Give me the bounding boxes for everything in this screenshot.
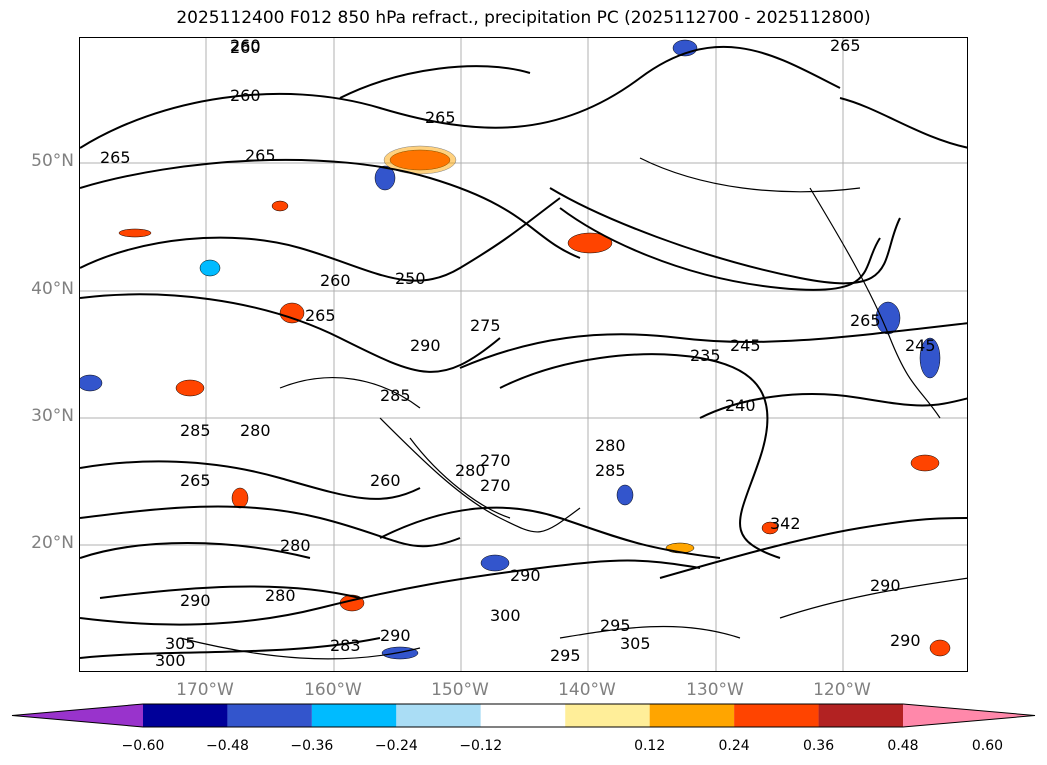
colorbar-tick-label: −0.48 — [205, 738, 249, 754]
lat-label-20n: 20°N — [31, 533, 74, 553]
lat-label-30n: 30°N — [31, 406, 74, 426]
contour-label: 265 — [830, 37, 861, 55]
contour-label: 290 — [890, 631, 921, 650]
colorbar-cell — [311, 704, 397, 727]
colorbar-cell — [227, 704, 312, 727]
contour-label: 265 — [245, 146, 276, 165]
contour-thin — [179, 157, 967, 660]
contour-label: 265 — [100, 148, 131, 167]
contour-label: 265 — [850, 311, 881, 330]
precip-shading — [80, 39, 951, 660]
colorbar-cell — [396, 704, 481, 727]
colorbar-tick-label: −0.24 — [374, 738, 418, 754]
contour-label: 235 — [690, 346, 721, 365]
colorbar — [11, 703, 1036, 728]
lat-label-50n: 50°N — [31, 151, 74, 171]
contour-label: 290 — [180, 591, 211, 610]
colorbar-cell — [565, 704, 650, 727]
colorbar-cells — [11, 703, 1036, 728]
colorbar-cell — [734, 704, 819, 727]
contour-label: 260 — [370, 471, 401, 490]
lon-label-130w: 130°W — [686, 680, 744, 700]
contour-label: 285 — [380, 386, 411, 405]
contour-label: 265 — [180, 471, 211, 490]
contour-label: 283 — [330, 636, 361, 655]
contour-label: 300 — [155, 651, 186, 670]
lon-label-150w: 150°W — [431, 680, 489, 700]
map-area[interactable]: 260 260 260 265 265 265 265 250 260 265 275 290 285 2… — [79, 37, 968, 672]
contour-label: 280 — [240, 421, 271, 440]
colorbar-outline — [11, 703, 1036, 728]
colorbar-cell — [818, 704, 903, 727]
contour-label: 285 — [595, 461, 626, 480]
colorbar-tick-label: 0.48 — [887, 738, 919, 754]
colorbar-tick-label: 0.60 — [971, 738, 1004, 754]
lon-label-120w: 120°W — [813, 680, 871, 700]
contour-label: 305 — [165, 634, 196, 653]
contour-label: 260 — [230, 38, 261, 57]
colorbar-tick-label: −0.12 — [459, 738, 503, 754]
colorbar-tick-label: 0.36 — [802, 738, 835, 754]
contour-label: 300 — [490, 606, 521, 625]
contour-label: 245 — [730, 336, 761, 355]
lon-label-170w: 170°W — [176, 680, 234, 700]
contour-label: 305 — [620, 634, 651, 653]
contour-label: 275 — [470, 316, 501, 335]
contour-plot — [80, 38, 967, 671]
contour-label: 260 — [230, 86, 261, 105]
contour-label: 265 — [425, 108, 456, 127]
contour-label: 250 — [395, 269, 426, 288]
lat-label-40n: 40°N — [31, 279, 74, 299]
contour-label: 265 — [305, 306, 336, 325]
colorbar-extend-high — [903, 704, 1035, 727]
colorbar-extend-low — [12, 704, 143, 727]
contour-label: 245 — [905, 336, 936, 355]
colorbar-cell — [143, 704, 228, 727]
contour-label: 260 — [320, 271, 351, 290]
contour-label: 285 — [180, 421, 211, 440]
contour-label: 240 — [725, 396, 756, 415]
contour-label: 270 — [480, 476, 511, 495]
contour-label: 290 — [510, 566, 541, 585]
contour-label: 295 — [550, 646, 581, 665]
lon-label-160w: 160°W — [304, 680, 362, 700]
contour-label: 280 — [280, 536, 311, 555]
map-title: 2025112400 F012 850 hPa refract., precip… — [176, 8, 871, 28]
colorbar-tick-label: −0.60 — [121, 738, 165, 754]
contour-label: 260 — [230, 37, 261, 55]
contour-label: 280 — [595, 436, 626, 455]
contour-label: 290 — [870, 576, 901, 595]
contour-label: 280 — [455, 461, 486, 480]
contour-label: 270 — [480, 451, 511, 470]
colorbar-cell — [649, 704, 735, 727]
lon-label-140w: 140°W — [558, 680, 616, 700]
contour-label: 342 — [770, 514, 801, 533]
refractivity-contours — [80, 45, 967, 659]
contour-label: 290 — [380, 626, 411, 645]
contour-label: 295 — [600, 616, 631, 635]
colorbar-tick-label: −0.36 — [290, 738, 334, 754]
contour-label: 280 — [265, 586, 296, 605]
colorbar-cell — [480, 704, 566, 727]
colorbar-tick-label: 0.12 — [634, 738, 666, 754]
contour-label: 290 — [410, 336, 441, 355]
colorbar-tick-label: 0.24 — [718, 738, 750, 754]
